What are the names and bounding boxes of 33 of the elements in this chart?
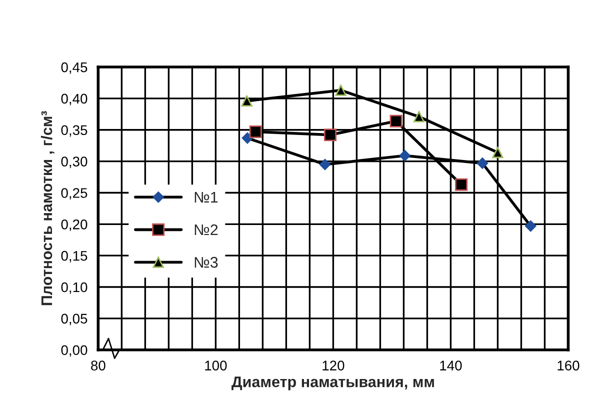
- x-tick-label: 140: [440, 360, 462, 370]
- point: [242, 132, 254, 144]
- y-tick-label: 0,30: [61, 156, 88, 168]
- point: [319, 158, 331, 170]
- x-axis-title: Диаметр наматывания, мм: [232, 376, 434, 390]
- point: [492, 146, 504, 158]
- legend-label: №3: [194, 256, 218, 268]
- y-tick-label: 0,15: [61, 250, 88, 262]
- y-tick-label: 0,45: [61, 62, 88, 74]
- x-tick-label: 120: [322, 360, 344, 370]
- x-tick-label: 100: [205, 360, 227, 370]
- point: [249, 126, 262, 138]
- y-tick-label: 0,20: [61, 220, 88, 231]
- point: [241, 95, 252, 107]
- x-tick-label: 80: [91, 360, 106, 370]
- point: [525, 220, 536, 232]
- point: [324, 128, 337, 142]
- point: [335, 84, 346, 96]
- point: [399, 150, 410, 162]
- legend-label: №2: [194, 224, 218, 236]
- point: [413, 111, 425, 122]
- legend-label: №1: [194, 192, 218, 202]
- x-tick-label: 160: [558, 360, 580, 370]
- y-tick-label: 0,10: [61, 282, 88, 294]
- y-tick-label: 0,35: [61, 125, 88, 137]
- y-tick-label: 0,00: [61, 345, 88, 357]
- point: [476, 158, 488, 169]
- point: [390, 114, 402, 128]
- y-tick-label: 0,05: [61, 314, 88, 326]
- y-axis-title: Плотность намотки , г/см³: [40, 111, 54, 306]
- point: [455, 178, 468, 191]
- y-tick-label: 0,40: [61, 94, 88, 106]
- y-tick-label: 0,25: [61, 188, 88, 200]
